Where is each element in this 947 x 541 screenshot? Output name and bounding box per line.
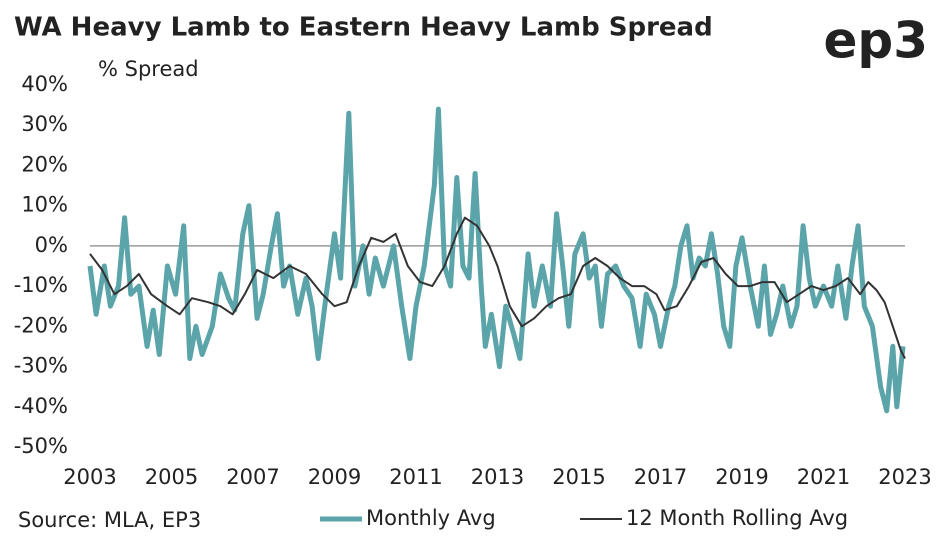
y-tick-label: 30%	[21, 112, 68, 136]
x-tick-label: 2011	[389, 465, 442, 489]
source: Source: MLA, EP3	[18, 508, 201, 532]
y-tick-label: -10%	[14, 273, 68, 297]
x-tick-label: 2013	[471, 465, 524, 489]
x-tick-label: 2007	[226, 465, 279, 489]
line	[87, 106, 906, 414]
y-tick-label: 0%	[35, 233, 68, 257]
y-tick-label: 20%	[21, 152, 68, 176]
x-tick-label: 2003	[63, 465, 116, 489]
line	[89, 216, 906, 359]
logo: ep3	[824, 12, 929, 70]
y-tick-label: -50%	[14, 434, 68, 458]
y-tick-label: 40%	[21, 72, 68, 96]
x-tick-label: 2015	[552, 465, 605, 489]
y-tick-label: 10%	[21, 193, 68, 217]
x-tick-label: 2019	[715, 465, 768, 489]
x-tick-label: 2009	[308, 465, 361, 489]
x-tick-label: 2005	[145, 465, 198, 489]
legend-label: Monthly Avg	[366, 506, 496, 530]
legend-label: 12 Month Rolling Avg	[626, 506, 848, 530]
y-tick-label: -20%	[14, 313, 68, 337]
x-tick-label: 2021	[797, 465, 850, 489]
chart-title: WA Heavy Lamb to Eastern Heavy Lamb Spre…	[14, 13, 713, 43]
x-tick-label: 2017	[634, 465, 687, 489]
x-tick-label: 2023	[878, 465, 931, 489]
y-tick-label: -30%	[14, 354, 68, 378]
y-tick-label: -40%	[14, 394, 68, 418]
y-axis-label: % Spread	[98, 57, 199, 81]
